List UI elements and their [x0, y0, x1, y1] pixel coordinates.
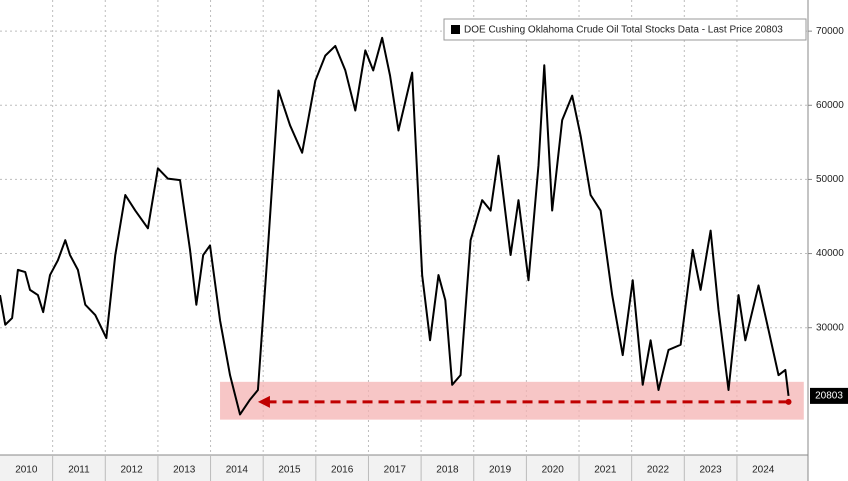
x-tick-label: 2010 — [15, 465, 38, 476]
last-price-box — [810, 387, 848, 404]
x-tick-label: 2020 — [542, 465, 565, 476]
y-tick-label: 70000 — [816, 26, 844, 37]
arrow-head — [257, 395, 270, 408]
x-tick-label: 2011 — [68, 465, 90, 476]
annotations — [220, 381, 804, 420]
arrow-origin — [785, 398, 792, 405]
x-tick-label: 2016 — [331, 465, 354, 476]
axes: 30000 40000 50000 60000 70000 2010 2011 2012 201… — [15, 26, 848, 481]
x-tick-label: 2017 — [384, 465, 407, 476]
x-tick-label: 2012 — [120, 465, 143, 476]
legend-swatch — [451, 25, 460, 34]
x-tick-label: 2021 — [594, 465, 617, 476]
x-tick-label: 2022 — [647, 465, 670, 476]
y-tick-label: 40000 — [816, 248, 844, 259]
last-price-label: 20803 — [815, 391, 843, 402]
y-tick-label: 30000 — [816, 322, 844, 333]
x-tick-label: 2018 — [436, 465, 459, 476]
y-tick-label: 50000 — [816, 174, 844, 185]
x-axis-band — [0, 455, 808, 481]
x-tick-label: 2019 — [489, 465, 512, 476]
x-tick-label: 2023 — [699, 465, 722, 476]
data-line — [0, 36, 790, 416]
x-tick-label: 2014 — [226, 465, 249, 476]
x-tick-label: 2015 — [278, 465, 301, 476]
x-tick-label: 2013 — [173, 465, 196, 476]
plot — [0, 36, 790, 416]
legend-label: DOE Cushing Oklahoma Crude Oil Total Sto… — [464, 25, 783, 36]
y-tick-label: 60000 — [816, 100, 844, 111]
x-tick-label: 2024 — [752, 465, 775, 476]
legend-box — [443, 18, 807, 41]
legend: DOE Cushing Oklahoma Crude Oil Total Sto… — [443, 18, 807, 41]
